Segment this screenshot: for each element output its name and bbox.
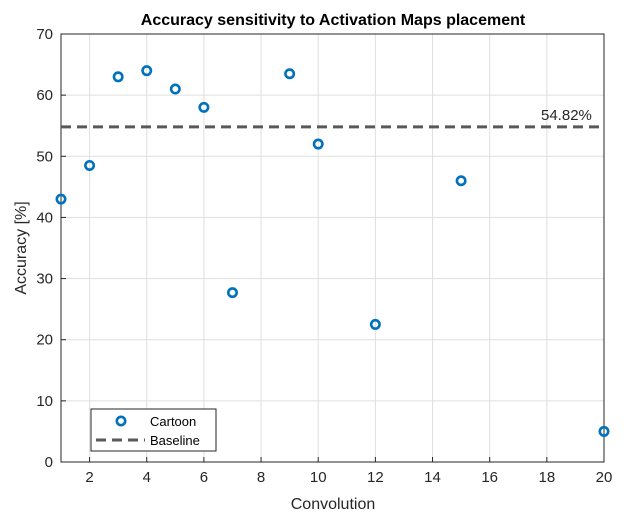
legend-label-cartoon: Cartoon	[150, 414, 196, 429]
y-tick-label: 40	[36, 209, 53, 226]
y-tick-label: 10	[36, 393, 53, 410]
x-tick-label: 6	[200, 469, 208, 486]
legend: Cartoon Baseline	[90, 408, 217, 452]
x-tick-label: 4	[143, 469, 151, 486]
plot-area-border	[60, 33, 605, 463]
data-point-cartoon	[55, 193, 67, 205]
data-point-cartoon	[141, 65, 153, 77]
x-tick-label: 18	[538, 469, 555, 486]
data-point-cartoon	[369, 318, 381, 330]
data-point-cartoon	[598, 425, 610, 437]
data-point-cartoon	[198, 101, 210, 113]
x-tick-label: 10	[310, 469, 327, 486]
y-tick-label: 0	[45, 454, 53, 471]
x-axis-label: Convolution	[291, 496, 376, 513]
y-tick-label: 30	[36, 271, 53, 288]
data-point-cartoon	[112, 71, 124, 83]
data-point-cartoon	[84, 159, 96, 171]
y-tick-label: 60	[36, 87, 53, 104]
x-tick-label: 2	[85, 469, 93, 486]
y-tick-label: 50	[36, 148, 53, 165]
baseline-annotation: 54.82%	[541, 107, 592, 124]
y-tick-label: 20	[36, 332, 53, 349]
chart-title: Accuracy sensitivity to Activation Maps …	[141, 12, 526, 29]
y-tick-label: 70	[36, 26, 53, 43]
data-point-cartoon	[312, 138, 324, 150]
x-tick-label: 16	[481, 469, 498, 486]
data-point-cartoon	[455, 175, 467, 187]
x-tick-label: 20	[596, 469, 613, 486]
x-tick-label: 12	[367, 469, 384, 486]
legend-marker-cartoon	[115, 415, 127, 427]
data-point-cartoon	[226, 287, 238, 299]
x-tick-label: 14	[424, 469, 441, 486]
legend-box	[90, 408, 217, 452]
y-axis-label: Accuracy [%]	[13, 201, 30, 294]
cartoon-series	[55, 65, 610, 437]
x-tick-label: 8	[257, 469, 265, 486]
data-point-cartoon	[284, 68, 296, 80]
legend-label-baseline: Baseline	[150, 433, 200, 448]
data-point-cartoon	[169, 83, 181, 95]
axis-ticks: 2 4 6 8 10 12 14 16 18 20 0 10 20 30 40 50 60 70	[36, 26, 612, 486]
